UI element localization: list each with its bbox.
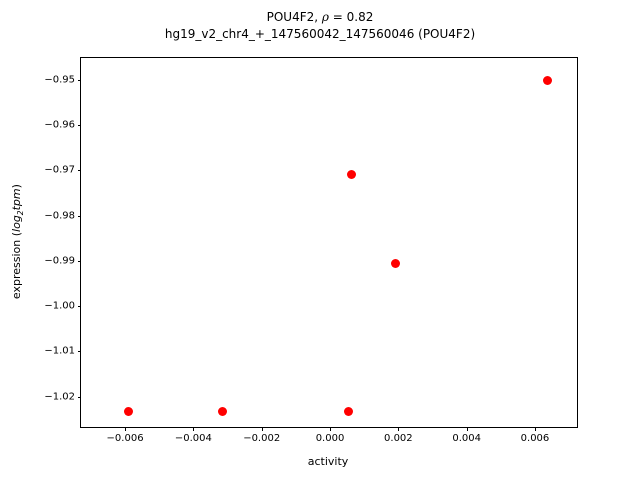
x-axis-tick bbox=[261, 427, 263, 431]
x-axis-tick bbox=[398, 427, 400, 431]
y-axis-tick-label: −1.02 bbox=[44, 391, 75, 403]
x-axis-tick-label: −0.002 bbox=[243, 433, 281, 444]
y-axis-tick bbox=[77, 215, 81, 217]
x-axis-tick bbox=[534, 427, 536, 431]
x-axis-tick bbox=[330, 427, 332, 431]
ylabel-subscript: 2 bbox=[15, 210, 25, 216]
data-point bbox=[217, 407, 227, 417]
y-axis-tick bbox=[77, 170, 81, 172]
x-axis-tick-label: −0.004 bbox=[174, 433, 212, 444]
y-axis-tick-label: −0.95 bbox=[44, 74, 75, 86]
plot-axes-frame: −0.006 −0.004 −0.002 0.000 0.002 0.004 0.006 −0… bbox=[44, 57, 578, 444]
title-rho-value: = 0.82 bbox=[328, 10, 374, 24]
data-point bbox=[391, 259, 401, 269]
y-axis-tick-label: −0.97 bbox=[44, 164, 75, 176]
title-gene-rho-prefix: POU4F2, bbox=[266, 10, 322, 24]
data-point bbox=[543, 76, 553, 86]
x-axis-tick bbox=[466, 427, 468, 431]
figure-title: POU4F2, ρ = 0.82 hg19_v2_chr4_+_14756004… bbox=[0, 9, 640, 43]
x-axis-tick-label: 0.002 bbox=[384, 433, 413, 444]
data-point bbox=[344, 407, 354, 417]
x-axis-tick bbox=[193, 427, 195, 431]
ylabel-suffix: ) bbox=[9, 184, 23, 189]
y-axis-tick bbox=[77, 396, 81, 398]
x-axis-tick-label: 0.006 bbox=[520, 433, 550, 444]
y-axis-tick bbox=[77, 351, 81, 353]
title-line-2: hg19_v2_chr4_+_147560042_147560046 (POU4… bbox=[164, 27, 476, 41]
x-axis-tick-label: 0.000 bbox=[315, 433, 345, 444]
y-axis-label-text: expression (log2tpm) bbox=[9, 184, 24, 299]
x-axis-tick-label: −0.006 bbox=[106, 433, 144, 444]
y-axis-tick bbox=[77, 79, 81, 81]
y-axis-tick bbox=[77, 306, 81, 308]
y-axis-tick-label: −0.98 bbox=[44, 210, 75, 222]
y-axis-tick bbox=[77, 260, 81, 262]
y-axis-tick-label: −1.00 bbox=[44, 300, 75, 312]
y-axis-label: expression (log2tpm) bbox=[9, 57, 24, 426]
y-axis-tick-label: −0.96 bbox=[44, 119, 75, 131]
y-axis-tick bbox=[77, 125, 81, 127]
rho-symbol: ρ bbox=[321, 10, 329, 24]
y-axis-tick-label: −1.01 bbox=[44, 345, 75, 357]
plot-data-area bbox=[81, 58, 577, 427]
data-point bbox=[347, 169, 357, 179]
x-axis-tick bbox=[125, 427, 127, 431]
x-axis-label: activity bbox=[307, 455, 349, 468]
ylabel-prefix: expression ( bbox=[9, 231, 23, 299]
ylabel-log: log bbox=[9, 215, 23, 232]
data-point bbox=[123, 407, 133, 417]
title-line-1: POU4F2, ρ = 0.82 bbox=[0, 9, 640, 26]
y-axis-tick-label: −0.99 bbox=[44, 255, 75, 267]
x-axis-tick-label: 0.004 bbox=[452, 433, 481, 444]
ylabel-tpm: tpm bbox=[9, 188, 23, 211]
